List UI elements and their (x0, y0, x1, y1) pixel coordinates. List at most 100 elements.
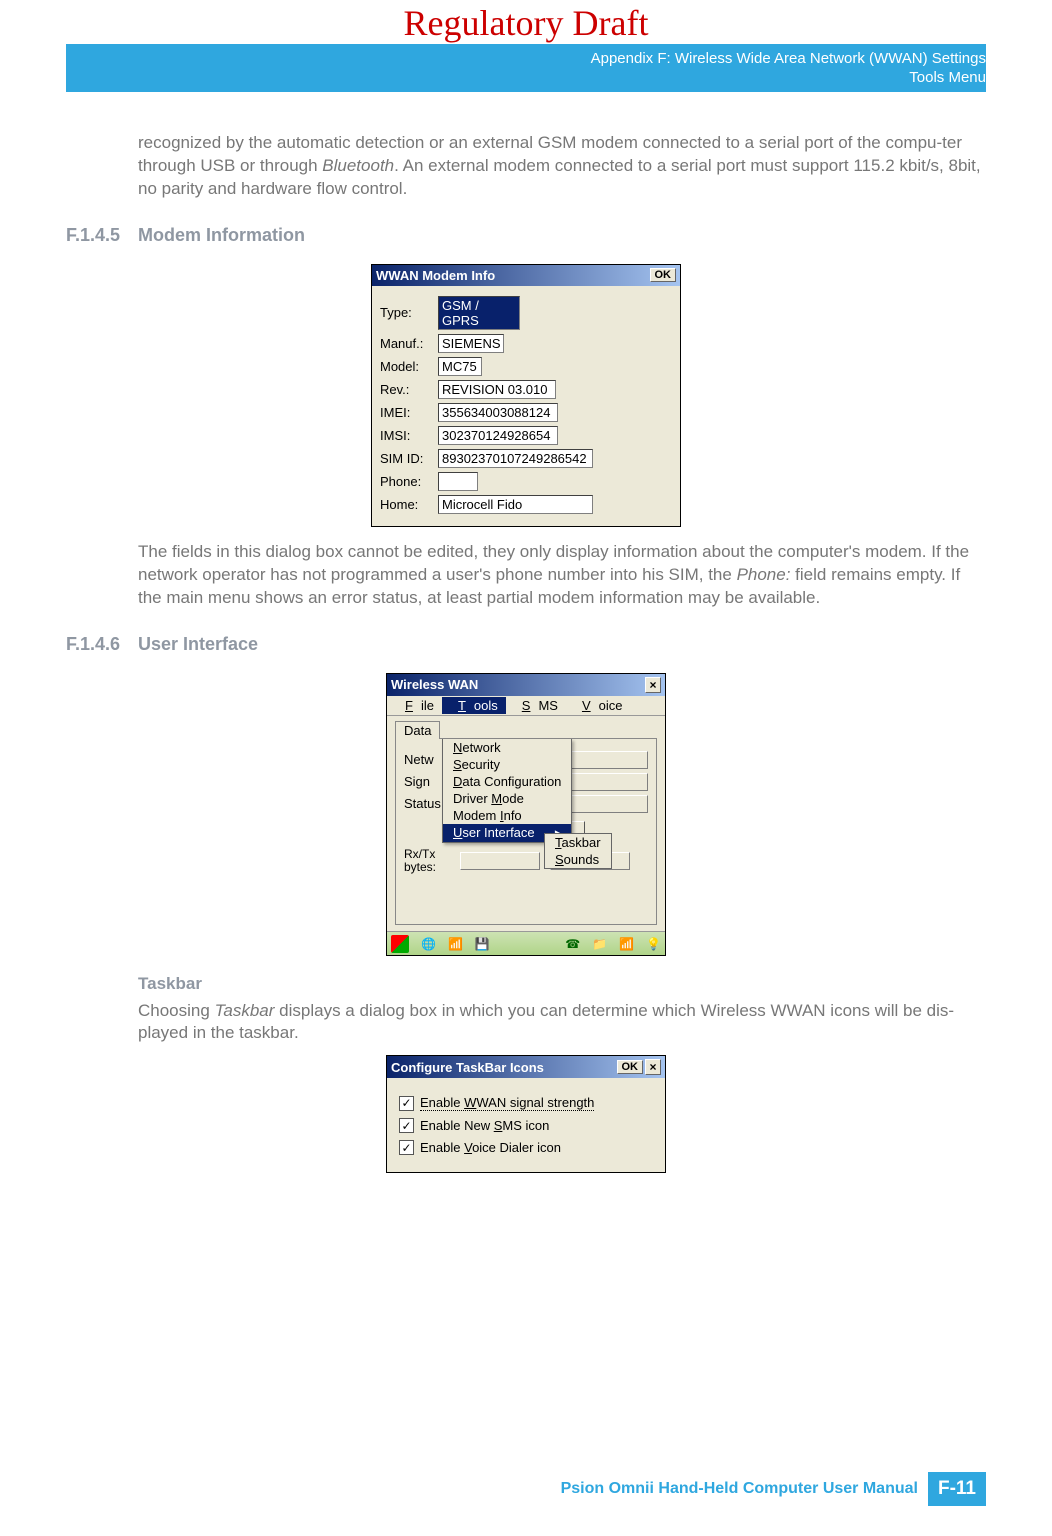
menu-tools[interactable]: Tools (442, 697, 506, 714)
modem-info-dialog: WWAN Modem Info OK Type:GSM / GPRSManuf.… (371, 264, 681, 527)
tray-signal-icon[interactable]: 📶 (619, 937, 634, 951)
checkbox-label: Enable Voice Dialer icon (420, 1140, 561, 1155)
modem-field-label: IMSI: (380, 428, 438, 443)
wwan-body: Data NetworkSecurityData ConfigurationDr… (387, 716, 665, 931)
cfg-titlebar: Configure TaskBar Icons OK × (387, 1056, 665, 1078)
modem-field-value: Microcell Fido (438, 495, 593, 514)
cfg-checkbox-row: ✓ Enable WWAN signal strength (399, 1095, 653, 1111)
menu-voice[interactable]: Voice (566, 697, 631, 714)
menu-item[interactable]: Data Configuration (443, 773, 571, 790)
menu-sms[interactable]: SMS (506, 697, 566, 714)
modem-info-row: SIM ID:89302370107249286542 (380, 449, 672, 468)
wireless-wan-dialog: Wireless WAN × File Tools SMS Voice Data… (386, 673, 666, 956)
ok-button[interactable]: OK (617, 1060, 644, 1074)
header-line-1: Appendix F: Wireless Wide Area Network (… (66, 50, 986, 69)
modem-info-row: IMSI:302370124928654 (380, 426, 672, 445)
modem-field-value: SIEMENS (438, 334, 504, 353)
header-line-2: Tools Menu (66, 69, 986, 88)
tab-data[interactable]: Data (395, 721, 440, 739)
taskbar-paragraph: Choosing Taskbar displays a dialog box i… (138, 1000, 986, 1046)
modem-field-label: Phone: (380, 474, 438, 489)
modem-field-value (438, 472, 478, 491)
menu-item[interactable]: Security (443, 756, 571, 773)
rxtx-label: Rx/Tx bytes: (404, 848, 460, 874)
taskbar-icon[interactable]: 📶 (448, 937, 463, 951)
cfg-checkbox-row: ✓ Enable Voice Dialer icon (399, 1140, 653, 1155)
submenu-item[interactable]: Taskbar (545, 834, 611, 851)
modem-info-row: Manuf.:SIEMENS (380, 334, 672, 353)
section-f145-heading: F.1.4.5Modem Information (66, 225, 986, 246)
close-button[interactable]: × (645, 1059, 661, 1075)
wwan-panel: NetworkSecurityData ConfigurationDriver … (395, 738, 657, 925)
wince-taskbar: 🌐 📶 💾 ☎ 📁 📶 💡 (387, 931, 665, 955)
configure-taskbar-dialog: Configure TaskBar Icons OK × ✓ Enable WWA… (386, 1055, 666, 1173)
regulatory-draft-watermark: Regulatory Draft (0, 0, 1052, 44)
start-icon[interactable] (391, 935, 409, 953)
modem-field-value: MC75 (438, 357, 482, 376)
section-title-2: User Interface (138, 634, 258, 654)
checkbox[interactable]: ✓ (399, 1118, 414, 1133)
rx-field (460, 852, 540, 870)
submenu-item[interactable]: Sounds (545, 851, 611, 868)
wwan-menubar: File Tools SMS Voice (387, 696, 665, 716)
wwan-title: Wireless WAN (391, 677, 643, 692)
section-title: Modem Information (138, 225, 305, 245)
modem-field-value: 302370124928654 (438, 426, 558, 445)
page-header-bar: Appendix F: Wireless Wide Area Network (… (66, 44, 986, 92)
taskbar-icon[interactable]: 💾 (475, 937, 490, 951)
checkbox-label: Enable New SMS icon (420, 1118, 549, 1133)
modem-info-row: Home:Microcell Fido (380, 495, 672, 514)
tray-icon[interactable]: ☎ (565, 937, 580, 951)
page-footer: Psion Omnii Hand-Held Computer User Manu… (561, 1472, 986, 1506)
modem-info-row: Phone: (380, 472, 672, 491)
para2-italic: Phone: (737, 565, 791, 584)
menu-item[interactable]: Modem Info (443, 807, 571, 824)
checkbox-label: Enable WWAN signal strength (420, 1095, 594, 1111)
para3-italic: Taskbar (215, 1001, 275, 1020)
cfg-title: Configure TaskBar Icons (391, 1060, 615, 1075)
section-number-2: F.1.4.6 (66, 634, 138, 655)
modem-description-paragraph: The fields in this dialog box cannot be … (138, 541, 986, 610)
menu-file[interactable]: File (389, 697, 442, 714)
taskbar-icon[interactable]: 🌐 (421, 937, 436, 951)
page-number-badge: F-11 (928, 1472, 986, 1506)
tools-dropdown-menu: NetworkSecurityData ConfigurationDriver … (442, 739, 572, 843)
modem-field-value: GSM / GPRS (438, 296, 520, 330)
menu-item[interactable]: Network (443, 739, 571, 756)
modem-field-label: Type: (380, 305, 438, 320)
tray-icon[interactable]: 💡 (646, 937, 661, 951)
modem-field-value: 89302370107249286542 (438, 449, 593, 468)
modem-info-body: Type:GSM / GPRSManuf.:SIEMENSModel:MC75R… (372, 286, 680, 526)
intro-paragraph: recognized by the automatic detection or… (138, 132, 986, 201)
para1-italic: Bluetooth (322, 156, 394, 175)
section-number: F.1.4.5 (66, 225, 138, 246)
modem-field-value: REVISION 03.010 (438, 380, 556, 399)
modem-info-row: Type:GSM / GPRS (380, 296, 672, 330)
footer-manual-title: Psion Omnii Hand-Held Computer User Manu… (561, 1472, 918, 1506)
modem-info-row: Model:MC75 (380, 357, 672, 376)
close-button[interactable]: × (645, 677, 661, 693)
checkbox[interactable]: ✓ (399, 1096, 414, 1111)
modem-field-label: Rev.: (380, 382, 438, 397)
cfg-checkbox-row: ✓ Enable New SMS icon (399, 1118, 653, 1133)
modem-field-label: Manuf.: (380, 336, 438, 351)
modem-field-label: Home: (380, 497, 438, 512)
section-f146-heading: F.1.4.6User Interface (66, 634, 986, 655)
modem-field-label: Model: (380, 359, 438, 374)
page-content: recognized by the automatic detection or… (66, 132, 986, 1173)
checkbox[interactable]: ✓ (399, 1140, 414, 1155)
modem-info-titlebar: WWAN Modem Info OK (372, 265, 680, 286)
user-interface-submenu: TaskbarSounds (544, 833, 612, 869)
para3a: Choosing (138, 1001, 215, 1020)
modem-field-label: IMEI: (380, 405, 438, 420)
taskbar-subheading: Taskbar (138, 974, 986, 994)
ok-button[interactable]: OK (650, 268, 677, 282)
modem-info-row: IMEI:355634003088124 (380, 403, 672, 422)
menu-item[interactable]: Driver Mode (443, 790, 571, 807)
modem-field-label: SIM ID: (380, 451, 438, 466)
modem-info-row: Rev.:REVISION 03.010 (380, 380, 672, 399)
wwan-titlebar: Wireless WAN × (387, 674, 665, 696)
cfg-body: ✓ Enable WWAN signal strength ✓ Enable New … (387, 1078, 665, 1172)
tray-icon[interactable]: 📁 (592, 937, 607, 951)
modem-field-value: 355634003088124 (438, 403, 558, 422)
